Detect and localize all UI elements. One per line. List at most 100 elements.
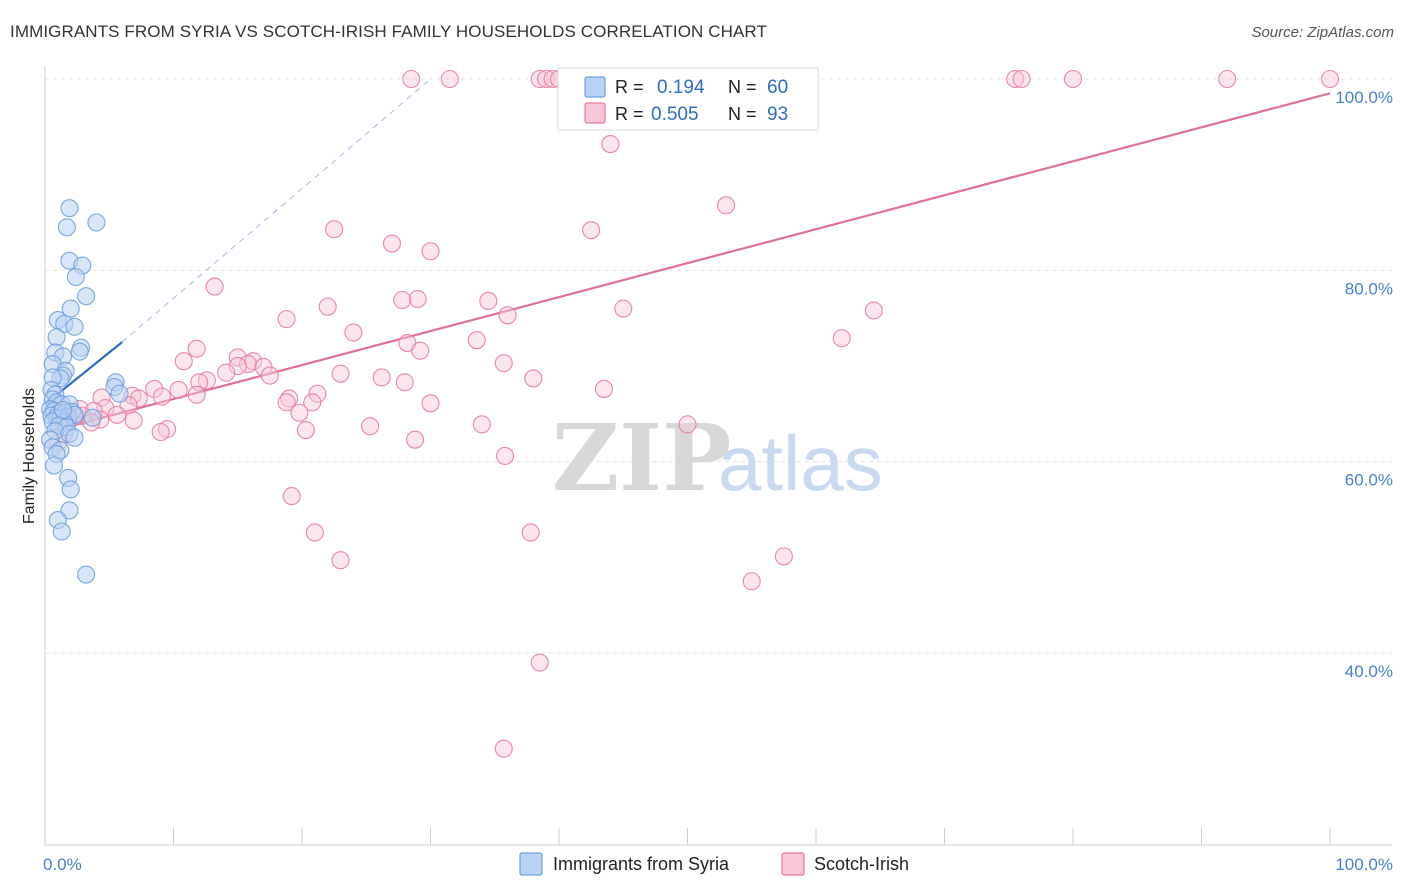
point-scotch-irish-11	[1063, 69, 1083, 89]
point-syria-6	[77, 287, 96, 306]
y-tick-label-80: 80.0%	[1345, 279, 1393, 298]
point-scotch-irish-52	[169, 380, 188, 399]
point-scotch-irish-57	[92, 388, 111, 407]
point-scotch-irish-33	[187, 339, 206, 358]
point-scotch-irish-27	[498, 306, 517, 325]
point-scotch-irish-90	[742, 572, 761, 591]
watermark: ZIP atlas	[552, 404, 883, 512]
point-scotch-irish-46	[395, 373, 414, 392]
point-scotch-irish-3	[537, 69, 556, 89]
point-scotch-irish-87	[521, 523, 540, 542]
stats-legend: R = 0.194 N = 60 R = 0.505 N = 93	[557, 67, 819, 131]
point-scotch-irish-54	[187, 385, 206, 404]
point-scotch-irish-45	[372, 368, 391, 387]
tick-labels: 40.0% 60.0% 80.0% 100.0% 0.0% 100.0%	[43, 88, 1393, 874]
legend-swatch-scotch-irish	[584, 102, 606, 124]
point-scotch-irish-30	[832, 329, 851, 348]
point-syria-47	[65, 428, 84, 447]
point-syria-54	[61, 480, 80, 499]
point-syria-10	[65, 317, 84, 336]
x-tick-label-0: 0.0%	[43, 855, 82, 874]
point-scotch-irish-29	[344, 323, 363, 342]
point-scotch-irish-17	[325, 220, 344, 239]
point-scotch-irish-2	[530, 69, 549, 89]
point-scotch-irish-26	[864, 301, 883, 320]
point-syria-2	[87, 213, 106, 232]
point-scotch-irish-25	[614, 299, 633, 318]
bottom-legend-swatch-scotch-irish	[781, 852, 805, 876]
y-axis-label: Family Households	[21, 388, 38, 524]
bottom-legend-label-scotch-irish: Scotch-Irish	[814, 854, 909, 874]
point-scotch-irish-88	[331, 551, 350, 570]
point-scotch-irish-13	[1320, 69, 1340, 89]
point-scotch-irish-1	[440, 69, 459, 89]
point-scotch-irish-65	[96, 399, 115, 418]
point-scotch-irish-16	[582, 221, 601, 240]
point-syria-7	[61, 299, 80, 318]
point-scotch-irish-24	[318, 297, 337, 316]
point-scotch-irish-39	[228, 356, 247, 376]
point-scotch-irish-43	[331, 364, 350, 383]
point-scotch-irish-12	[1218, 69, 1237, 89]
point-scotch-irish-82	[406, 430, 425, 449]
trend-line-syria-extension	[121, 78, 431, 343]
point-scotch-irish-67	[107, 405, 127, 424]
point-scotch-irish-23	[479, 291, 498, 310]
point-scotch-irish-22	[393, 290, 412, 310]
point-scotch-irish-91	[530, 653, 549, 672]
gridlines	[45, 78, 1392, 654]
point-syria-13	[70, 342, 89, 361]
point-scotch-irish-10	[1012, 69, 1031, 89]
x-tick-label-100: 100.0%	[1335, 855, 1393, 874]
bottom-legend-swatch-syria	[519, 852, 543, 876]
point-syria-42	[83, 408, 102, 427]
point-scotch-irish-44	[260, 366, 279, 385]
chart-title: IMMIGRANTS FROM SYRIA VS SCOTCH-IRISH FA…	[10, 22, 767, 41]
data-points	[41, 69, 1340, 758]
point-scotch-irish-86	[305, 523, 324, 542]
point-syria-58	[77, 565, 96, 584]
watermark-zip: ZIP	[552, 404, 731, 512]
point-syria-25	[110, 384, 129, 403]
bottom-legend-label-syria: Immigrants from Syria	[553, 854, 730, 874]
series-syria	[41, 199, 129, 584]
point-scotch-irish-48	[197, 371, 216, 390]
y-tick-label-100: 100.0%	[1335, 88, 1393, 107]
point-scotch-irish-73	[124, 411, 143, 430]
point-scotch-irish-53	[308, 384, 327, 403]
chart-source: Source: ZipAtlas.com	[1251, 24, 1394, 41]
watermark-atlas: atlas	[718, 419, 883, 507]
point-scotch-irish-76	[472, 415, 491, 434]
point-syria-1	[57, 218, 76, 237]
legend-n-label-scotch-irish: N =	[728, 104, 757, 124]
point-scotch-irish-62	[303, 393, 322, 412]
point-scotch-irish-41	[494, 354, 513, 373]
axes	[44, 66, 1392, 846]
point-scotch-irish-37	[174, 352, 193, 371]
point-scotch-irish-92	[494, 739, 513, 758]
y-tick-label-60: 60.0%	[1345, 471, 1393, 490]
point-scotch-irish-84	[495, 446, 515, 465]
legend-r-label-syria: R =	[615, 77, 644, 97]
point-scotch-irish-42	[217, 363, 236, 382]
point-scotch-irish-68	[290, 403, 309, 422]
point-scotch-irish-28	[277, 310, 296, 329]
series-legend: Immigrants from Syria Scotch-Irish	[519, 852, 909, 876]
point-scotch-irish-77	[361, 417, 380, 436]
point-scotch-irish-58	[129, 389, 148, 408]
trend-line-scotch-irish	[44, 92, 1331, 435]
point-scotch-irish-89	[774, 547, 793, 566]
point-scotch-irish-15	[716, 196, 736, 215]
point-scotch-irish-61	[421, 394, 440, 413]
legend-r-value-scotch-irish: 0.505	[651, 104, 699, 125]
point-scotch-irish-18	[382, 234, 402, 253]
point-scotch-irish-47	[524, 369, 543, 388]
point-scotch-irish-80	[151, 422, 170, 442]
point-scotch-irish-60	[277, 393, 296, 412]
legend-n-value-syria: 60	[767, 77, 788, 98]
legend-n-value-scotch-irish: 93	[767, 104, 788, 125]
point-scotch-irish-9	[1006, 69, 1025, 89]
point-scotch-irish-19	[421, 242, 440, 261]
legend-n-label-syria: N =	[728, 77, 757, 97]
point-scotch-irish-14	[601, 135, 620, 154]
